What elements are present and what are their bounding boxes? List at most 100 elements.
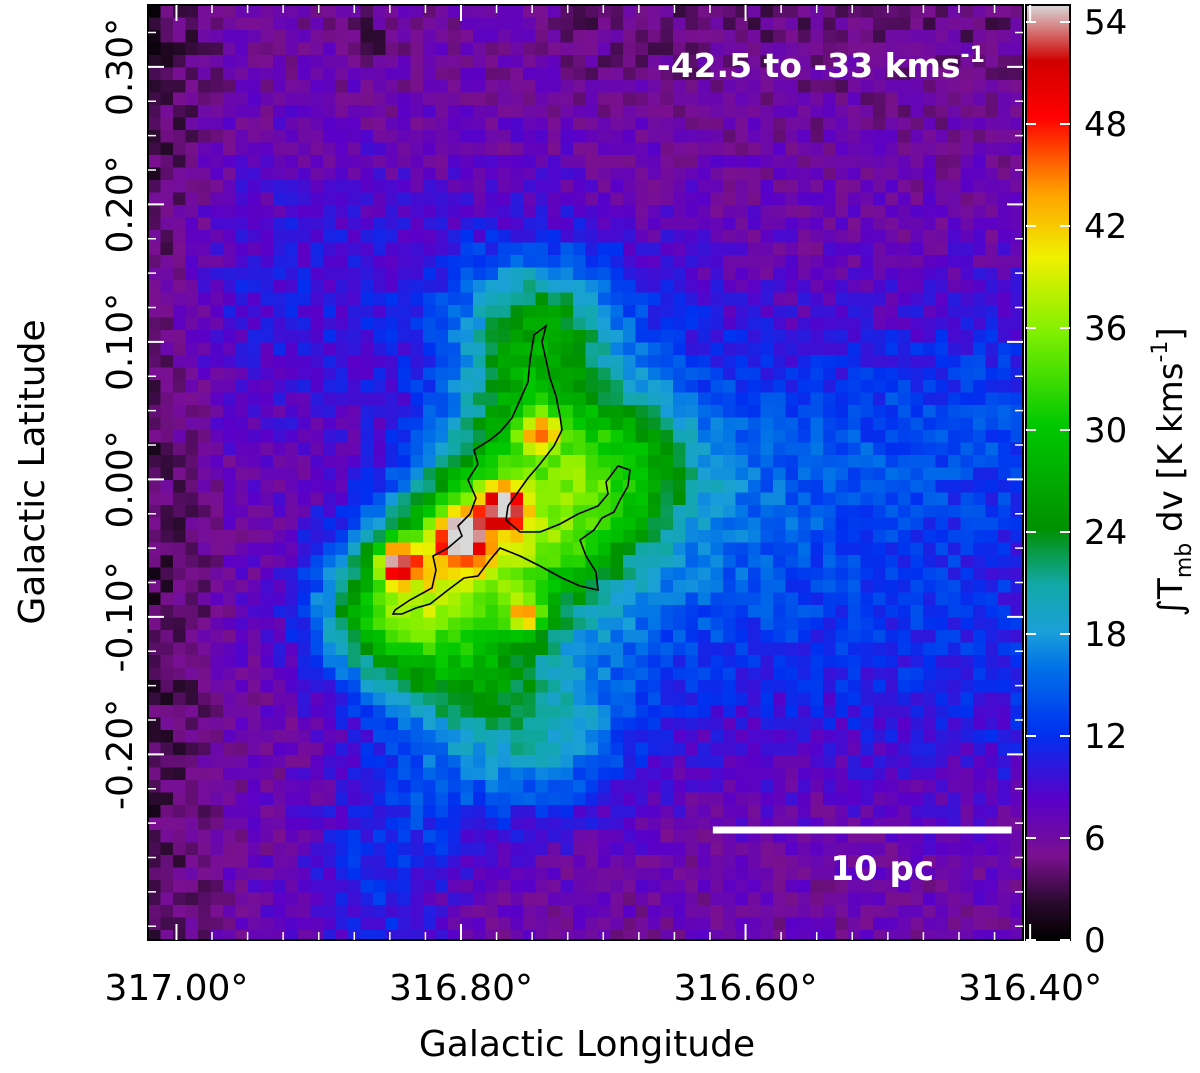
map-pixel xyxy=(398,842,411,856)
map-pixel xyxy=(460,755,474,768)
map-pixel xyxy=(498,92,511,106)
map-pixel xyxy=(735,505,749,518)
map-pixel xyxy=(448,255,461,268)
map-pixel xyxy=(773,792,786,806)
map-pixel xyxy=(460,767,474,781)
map-pixel xyxy=(585,830,599,843)
map-pixel xyxy=(273,517,286,531)
map-pixel xyxy=(898,255,911,268)
map-pixel xyxy=(548,705,561,718)
map-pixel xyxy=(785,717,799,731)
map-pixel xyxy=(660,755,674,768)
map-pixel xyxy=(760,355,774,368)
map-pixel xyxy=(760,805,774,818)
map-pixel xyxy=(748,405,761,418)
map-pixel xyxy=(485,267,499,281)
map-pixel xyxy=(735,380,749,393)
map-pixel xyxy=(448,817,461,831)
map-pixel xyxy=(698,230,711,243)
map-pixel xyxy=(173,80,186,93)
map-pixel xyxy=(848,455,861,468)
map-pixel xyxy=(660,817,674,831)
map-pixel xyxy=(373,630,386,643)
map-pixel xyxy=(735,455,749,468)
map-pixel xyxy=(673,130,686,143)
map-pixel xyxy=(523,155,536,168)
map-pixel xyxy=(410,205,424,218)
map-pixel xyxy=(973,5,986,18)
map-pixel xyxy=(735,780,749,793)
map-pixel xyxy=(360,255,374,268)
map-pixel xyxy=(485,217,499,231)
map-pixel xyxy=(235,317,249,331)
map-pixel xyxy=(910,655,924,668)
map-pixel xyxy=(785,730,799,743)
map-pixel xyxy=(223,680,236,693)
map-pixel xyxy=(373,880,386,893)
map-pixel xyxy=(260,130,274,143)
map-pixel xyxy=(648,55,661,68)
map-pixel xyxy=(573,330,586,343)
map-pixel xyxy=(448,880,461,893)
map-pixel xyxy=(185,67,199,81)
map-pixel xyxy=(460,892,474,906)
map-pixel xyxy=(473,292,486,306)
map-pixel xyxy=(885,605,899,618)
map-pixel xyxy=(173,267,186,281)
map-pixel xyxy=(485,392,499,406)
map-pixel xyxy=(1010,417,1023,431)
map-pixel xyxy=(598,205,611,218)
map-pixel xyxy=(410,30,424,43)
map-pixel xyxy=(323,242,336,256)
map-pixel xyxy=(935,567,949,581)
map-pixel xyxy=(373,892,386,906)
map-pixel xyxy=(385,505,399,518)
map-pixel xyxy=(673,805,686,818)
map-pixel xyxy=(348,30,361,43)
map-pixel xyxy=(223,580,236,593)
map-pixel xyxy=(335,742,349,756)
map-pixel xyxy=(798,280,811,293)
map-pixel xyxy=(798,592,811,606)
map-pixel xyxy=(310,430,324,443)
map-pixel xyxy=(998,480,1011,493)
map-pixel xyxy=(385,630,399,643)
map-pixel xyxy=(935,355,949,368)
map-pixel xyxy=(685,605,699,618)
map-pixel xyxy=(810,330,824,343)
map-pixel xyxy=(435,730,449,743)
map-pixel xyxy=(685,117,699,131)
map-pixel xyxy=(173,692,186,706)
map-pixel xyxy=(960,617,974,631)
map-pixel xyxy=(723,92,736,106)
map-pixel xyxy=(1010,542,1023,556)
map-pixel xyxy=(285,330,299,343)
map-pixel xyxy=(360,742,374,756)
map-pixel xyxy=(523,742,536,756)
map-pixel xyxy=(248,580,261,593)
map-pixel xyxy=(948,255,961,268)
map-pixel xyxy=(423,430,436,443)
map-pixel xyxy=(510,755,524,768)
map-pixel xyxy=(610,455,624,468)
map-pixel xyxy=(860,642,874,656)
map-pixel xyxy=(410,280,424,293)
map-pixel xyxy=(760,742,774,756)
map-pixel xyxy=(798,292,811,306)
map-pixel xyxy=(810,755,824,768)
map-pixel xyxy=(335,417,349,431)
map-pixel xyxy=(673,667,686,681)
map-pixel xyxy=(273,130,286,143)
map-pixel xyxy=(798,92,811,106)
map-pixel xyxy=(773,592,786,606)
map-pixel xyxy=(298,730,311,743)
map-pixel xyxy=(298,255,311,268)
map-pixel xyxy=(360,555,374,568)
map-pixel xyxy=(698,130,711,143)
map-pixel xyxy=(548,817,561,831)
map-pixel xyxy=(760,417,774,431)
map-pixel xyxy=(923,642,936,656)
map-pixel xyxy=(335,480,349,493)
map-pixel xyxy=(785,67,799,81)
map-pixel xyxy=(173,55,186,68)
